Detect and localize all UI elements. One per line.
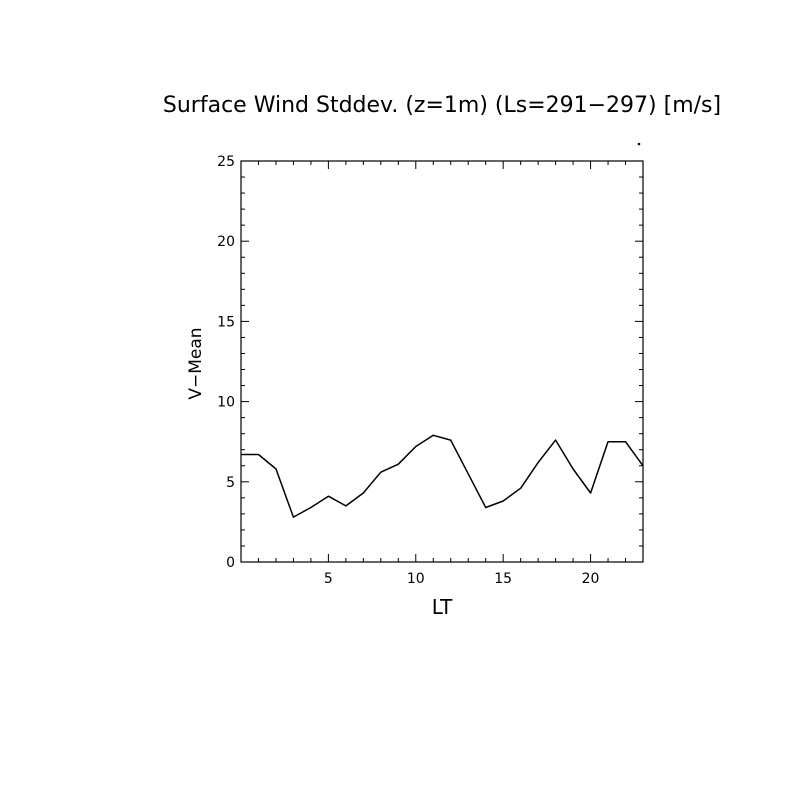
y-tick-label: 15 [217, 314, 235, 330]
x-tick-label: 15 [494, 571, 512, 587]
chart-title: Surface Wind Stddev. (z=1m) (Ls=291−297)… [163, 93, 721, 118]
x-tick-label: 10 [407, 571, 425, 587]
y-tick-label: 25 [217, 154, 235, 170]
y-tick-label: 5 [226, 475, 235, 491]
ticks [240, 160, 644, 563]
corner-dot [637, 142, 641, 146]
x-axis-label: LT [432, 595, 453, 619]
y-axis-label: V−Mean [186, 327, 206, 399]
plot-frame [240, 160, 644, 563]
plot-area: 0 5 10 15 20 25 5 10 15 20 [217, 154, 644, 587]
x-tick-label: 20 [582, 571, 600, 587]
series-line [241, 434, 644, 518]
y-tick-label: 10 [217, 395, 235, 411]
x-tick-label: 5 [324, 571, 333, 587]
y-tick-label: 0 [226, 555, 235, 571]
y-tick-label: 20 [217, 234, 235, 250]
tick-labels: 0 5 10 15 20 25 5 10 15 20 [217, 154, 599, 587]
